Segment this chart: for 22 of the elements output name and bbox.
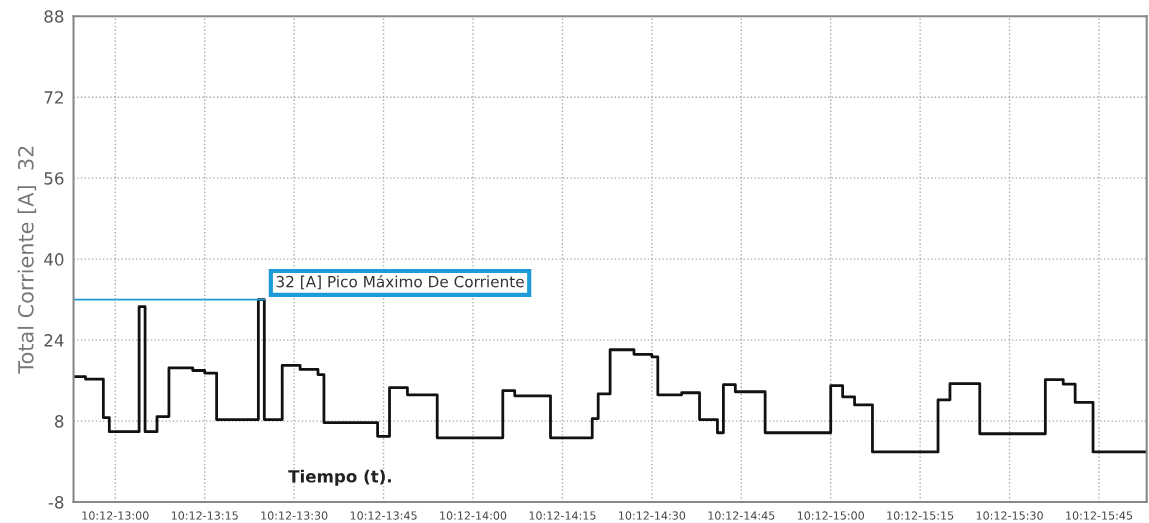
x-tick-label: 10:12-14:00	[440, 511, 507, 520]
x-tick-label: 10:12-15:15	[887, 511, 954, 520]
x-tick-label: 10:12-15:45	[1066, 511, 1133, 520]
y-tick-label: 8	[55, 415, 64, 428]
y-axis-title: Total Corriente [A] 32	[17, 146, 37, 374]
y-tick-label: 56	[44, 172, 64, 185]
x-tick-label: 10:12-13:15	[171, 511, 238, 520]
x-tick-label: 10:12-15:00	[797, 511, 864, 520]
y-tick-label: -8	[48, 496, 64, 509]
x-axis-title: Tiempo (t).	[288, 469, 391, 486]
x-tick-label: 10:12-13:30	[261, 511, 328, 520]
y-tick-label: 72	[44, 91, 63, 104]
x-tick-label: 10:12-13:45	[350, 511, 417, 520]
annotation: 32 [A] Pico Máximo De Corriente	[276, 274, 524, 290]
x-tick-label: 10:12-15:30	[976, 511, 1043, 520]
y-tick-label: 24	[44, 334, 64, 347]
x-tick-label: 10:12-14:45	[708, 511, 775, 520]
x-tick-label: 10:12-13:00	[82, 511, 149, 520]
y-tick-label: 40	[44, 253, 64, 266]
x-tick-label: 10:12-14:15	[529, 511, 596, 520]
x-tick-label: 10:12-14:30	[619, 511, 686, 520]
y-tick-label: 88	[44, 10, 64, 23]
